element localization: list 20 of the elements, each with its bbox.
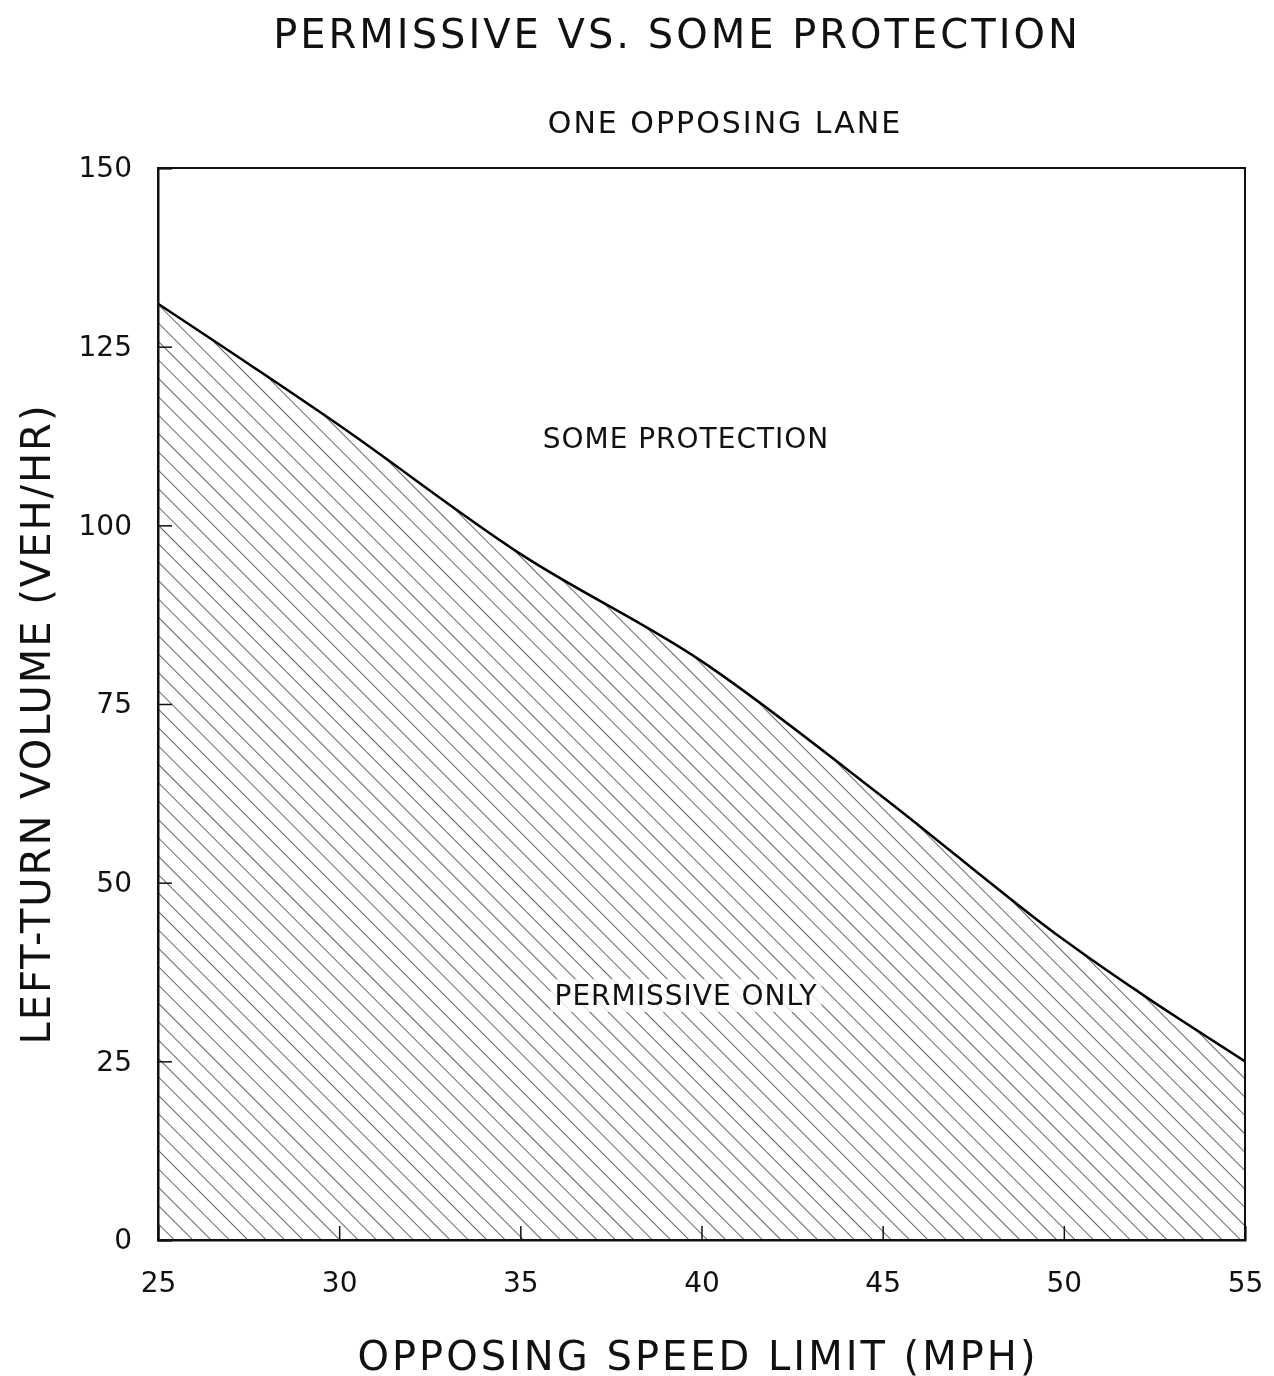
x-tick-label: 25 — [140, 1265, 177, 1299]
x-tick-label: 50 — [1046, 1265, 1083, 1299]
annotation: PERMISSIVE ONLY — [554, 979, 818, 1012]
chart-subtitle: ONE OPPOSING LANE — [547, 105, 903, 140]
annotation: SOME PROTECTION — [542, 422, 830, 455]
y-tick-label: 50 — [96, 866, 132, 900]
y-axis-title: LEFT-TURN VOLUME (VEH/HR) — [13, 403, 59, 1045]
y-tick-label: 150 — [78, 151, 132, 185]
x-tick-label: 40 — [684, 1265, 720, 1299]
y-tick-label: 100 — [78, 508, 132, 542]
y-tick-label: 25 — [96, 1044, 132, 1078]
y-tick-label: 0 — [114, 1223, 132, 1257]
chart-title: PERMISSIVE VS. SOME PROTECTION — [273, 11, 1081, 57]
x-tick-label: 45 — [865, 1265, 901, 1299]
x-axis-title: OPPOSING SPEED LIMIT (MPH) — [357, 1333, 1039, 1376]
x-tick-label: 55 — [1227, 1265, 1264, 1299]
x-tick-label: 30 — [321, 1265, 358, 1299]
x-tick-label: 35 — [503, 1265, 539, 1299]
y-tick-label: 75 — [96, 687, 132, 721]
y-tick-label: 125 — [78, 330, 132, 364]
